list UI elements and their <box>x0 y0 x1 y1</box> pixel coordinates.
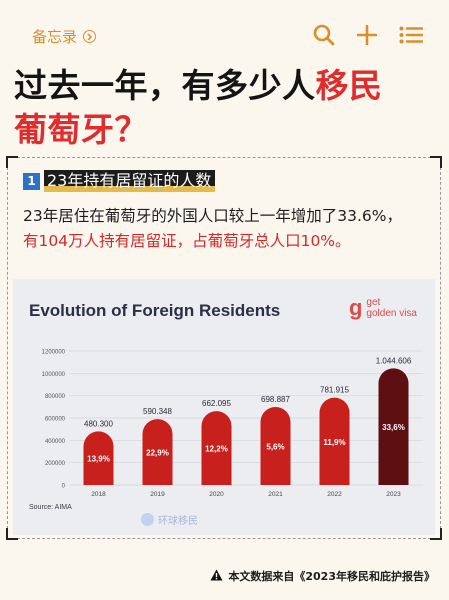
chart-title: Evolution of Foreign Residents <box>29 301 281 320</box>
search-icon[interactable] <box>313 24 335 46</box>
bar-2023 <box>378 368 409 485</box>
body-line-1: 23年居住在葡萄牙的外国人口较上一年增加了33.6%， <box>23 207 402 225</box>
back-label: 备忘录 <box>32 28 78 46</box>
bar-2019 <box>142 419 173 485</box>
headline-line-2: 葡萄牙？ <box>14 110 148 149</box>
x-tick-label: 2018 <box>91 491 106 498</box>
y-tick-label: 200000 <box>45 461 66 467</box>
list-icon[interactable] <box>399 26 423 44</box>
growth-label: 33,6% <box>382 423 405 432</box>
y-tick-label: 0 <box>62 484 66 490</box>
plus-icon[interactable] <box>357 25 377 45</box>
card-corner-tl <box>6 156 18 168</box>
bar-2021 <box>260 406 291 485</box>
brand-line-1: get <box>366 297 381 308</box>
headline-prefix: 过去一年，有多少人 <box>14 66 316 105</box>
brand-logo: g get golden visa <box>348 295 417 320</box>
section-heading: 1 23年持有居留证的人数 <box>23 170 216 192</box>
content-card: 1 23年持有居留证的人数 23年居住在葡萄牙的外国人口较上一年增加了33.6%… <box>6 156 442 540</box>
y-tick-label: 400000 <box>45 439 66 445</box>
growth-label: 5,6% <box>266 442 284 451</box>
growth-label: 12,2% <box>205 445 228 454</box>
bar-2018 <box>83 431 114 485</box>
card-corner-tr <box>430 156 442 168</box>
watermark: 环球移民 <box>141 512 198 527</box>
brand-mark: g <box>348 295 363 320</box>
bar-2020 <box>201 411 232 485</box>
section-title: 23年持有居留证的人数 <box>44 170 216 192</box>
warning-icon <box>210 569 223 584</box>
x-tick-label: 2020 <box>209 491 224 498</box>
footer-note: 本文数据来自《2023年移民和庇护报告》 <box>210 568 435 584</box>
bar-value-label: 480.300 <box>84 419 113 428</box>
card-corner-bl <box>6 528 18 540</box>
y-tick-label: 800000 <box>45 394 66 400</box>
x-tick-label: 2021 <box>268 491 283 498</box>
x-tick-label: 2023 <box>386 491 401 498</box>
back-to-notes-link[interactable]: 备忘录 <box>32 26 97 47</box>
watermark-text: 环球移民 <box>158 516 198 527</box>
watermark-logo-icon <box>141 513 154 526</box>
bar-value-label: 1.044.606 <box>376 356 412 365</box>
top-bar: 备忘录 <box>0 0 449 58</box>
brand-wordmark: get golden visa <box>366 297 417 319</box>
bar-2022 <box>319 397 350 485</box>
growth-label: 13,9% <box>87 455 110 464</box>
section-number-badge: 1 <box>23 172 40 190</box>
bar-chart: 0 200000 400000 600000 800000 1000000 1200000 4… <box>42 350 423 498</box>
bar-value-label: 590.348 <box>143 407 172 416</box>
chart-source: Source: AIMA <box>29 504 72 511</box>
chevron-right-icon <box>83 30 97 43</box>
growth-label: 11,9% <box>323 438 345 447</box>
headline: 过去一年，有多少人移民 葡萄牙？ <box>14 64 435 152</box>
headline-line-1: 过去一年，有多少人移民 <box>14 64 435 108</box>
card-corner-br <box>430 528 442 540</box>
x-tick-label: 2022 <box>327 491 342 498</box>
x-tick-label: 2019 <box>150 491 165 498</box>
brand-line-2: golden visa <box>366 308 417 319</box>
body-line-2: 有104万人持有居留证，占葡萄牙总人口10%。 <box>23 232 351 250</box>
growth-label: 22,9% <box>146 449 169 458</box>
body-paragraph: 23年居住在葡萄牙的外国人口较上一年增加了33.6%， 有104万人持有居留证，… <box>23 204 431 254</box>
bar-value-label: 662.095 <box>202 399 231 408</box>
footer-text: 本文数据来自《2023年移民和庇护报告》 <box>228 570 435 583</box>
chart-image: 0 200000 400000 600000 800000 1000000 1200000 4… <box>13 279 435 535</box>
headline-highlight: 移民 <box>315 66 383 105</box>
bar-value-label: 781.915 <box>320 386 349 395</box>
y-tick-label: 600000 <box>45 417 66 423</box>
y-tick-label: 1200000 <box>42 350 66 356</box>
bar-value-label: 698.887 <box>261 395 290 404</box>
y-tick-label: 1000000 <box>42 372 66 378</box>
